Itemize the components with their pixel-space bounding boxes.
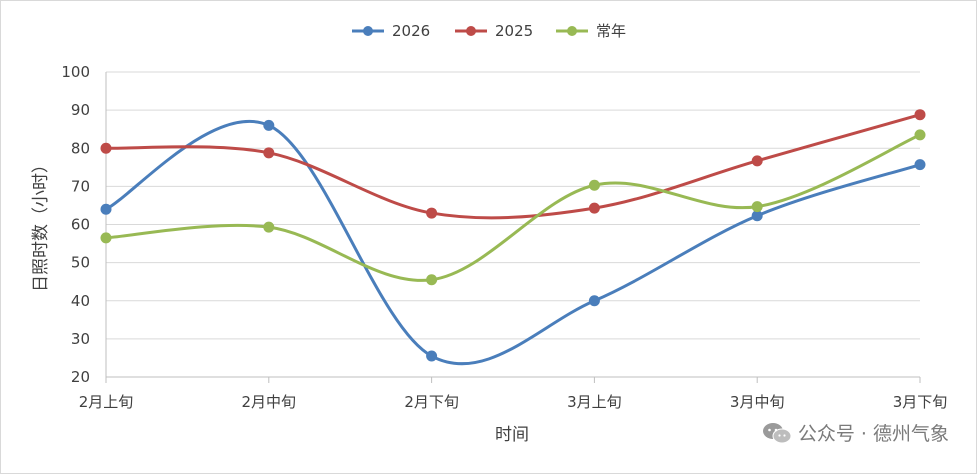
data-point (588, 295, 600, 307)
data-point (914, 109, 926, 121)
data-point (588, 179, 600, 191)
watermark: 公众号 · 德州气象 (762, 419, 949, 446)
x-tick-label: 2月中旬 (242, 393, 297, 411)
data-point (100, 232, 112, 244)
series-line-2025 (105, 113, 921, 220)
legend-label: 2026 (392, 22, 430, 40)
series-line-2026 (105, 119, 921, 366)
y-tick-label: 40 (71, 292, 90, 310)
legend-marker (466, 26, 476, 36)
y-tick-labels: 20 30 40 50 60 70 80 90 100 (61, 63, 90, 386)
x-tick-label: 3月中旬 (730, 393, 785, 411)
x-tick-label: 3月下旬 (893, 393, 948, 411)
data-point (263, 119, 275, 131)
data-point (426, 350, 438, 362)
y-tick-label: 20 (71, 368, 90, 386)
x-tick-label: 3月上旬 (567, 393, 622, 411)
y-axis-title: 日照时数（小时） (31, 156, 51, 292)
y-tick-label: 100 (61, 63, 90, 81)
x-axis-title: 时间 (495, 425, 529, 445)
y-tick-label: 50 (71, 254, 90, 272)
watermark-text: 公众号 · 德州气象 (797, 423, 949, 445)
data-point (588, 202, 600, 214)
data-point (426, 274, 438, 286)
data-point (751, 210, 763, 222)
data-point (100, 203, 112, 215)
y-tick-label: 90 (71, 101, 90, 119)
x-tick-label: 2月上旬 (79, 393, 134, 411)
y-tick-label: 30 (71, 330, 90, 348)
data-point (914, 159, 926, 171)
data-point (426, 207, 438, 219)
legend-label: 常年 (596, 22, 626, 40)
data-point (100, 142, 112, 154)
series-line-常年 (105, 133, 921, 282)
data-point (751, 155, 763, 167)
legend: 2026 2025 常年 (352, 22, 626, 40)
data-point (751, 201, 763, 213)
data-point (914, 129, 926, 141)
x-tick-labels: 2月上旬 2月中旬 2月下旬 3月上旬 3月中旬 3月下旬 (79, 393, 948, 411)
legend-marker (567, 26, 577, 36)
data-point (263, 221, 275, 233)
legend-marker (363, 26, 373, 36)
legend-label: 2025 (495, 22, 533, 40)
gridlines (105, 71, 921, 383)
y-tick-label: 80 (71, 139, 90, 157)
wechat-icon (762, 422, 792, 443)
data-point (263, 147, 275, 159)
x-tick-label: 2月下旬 (404, 393, 459, 411)
y-tick-label: 60 (71, 216, 90, 234)
y-tick-label: 70 (71, 177, 90, 195)
series-lines (100, 109, 926, 366)
